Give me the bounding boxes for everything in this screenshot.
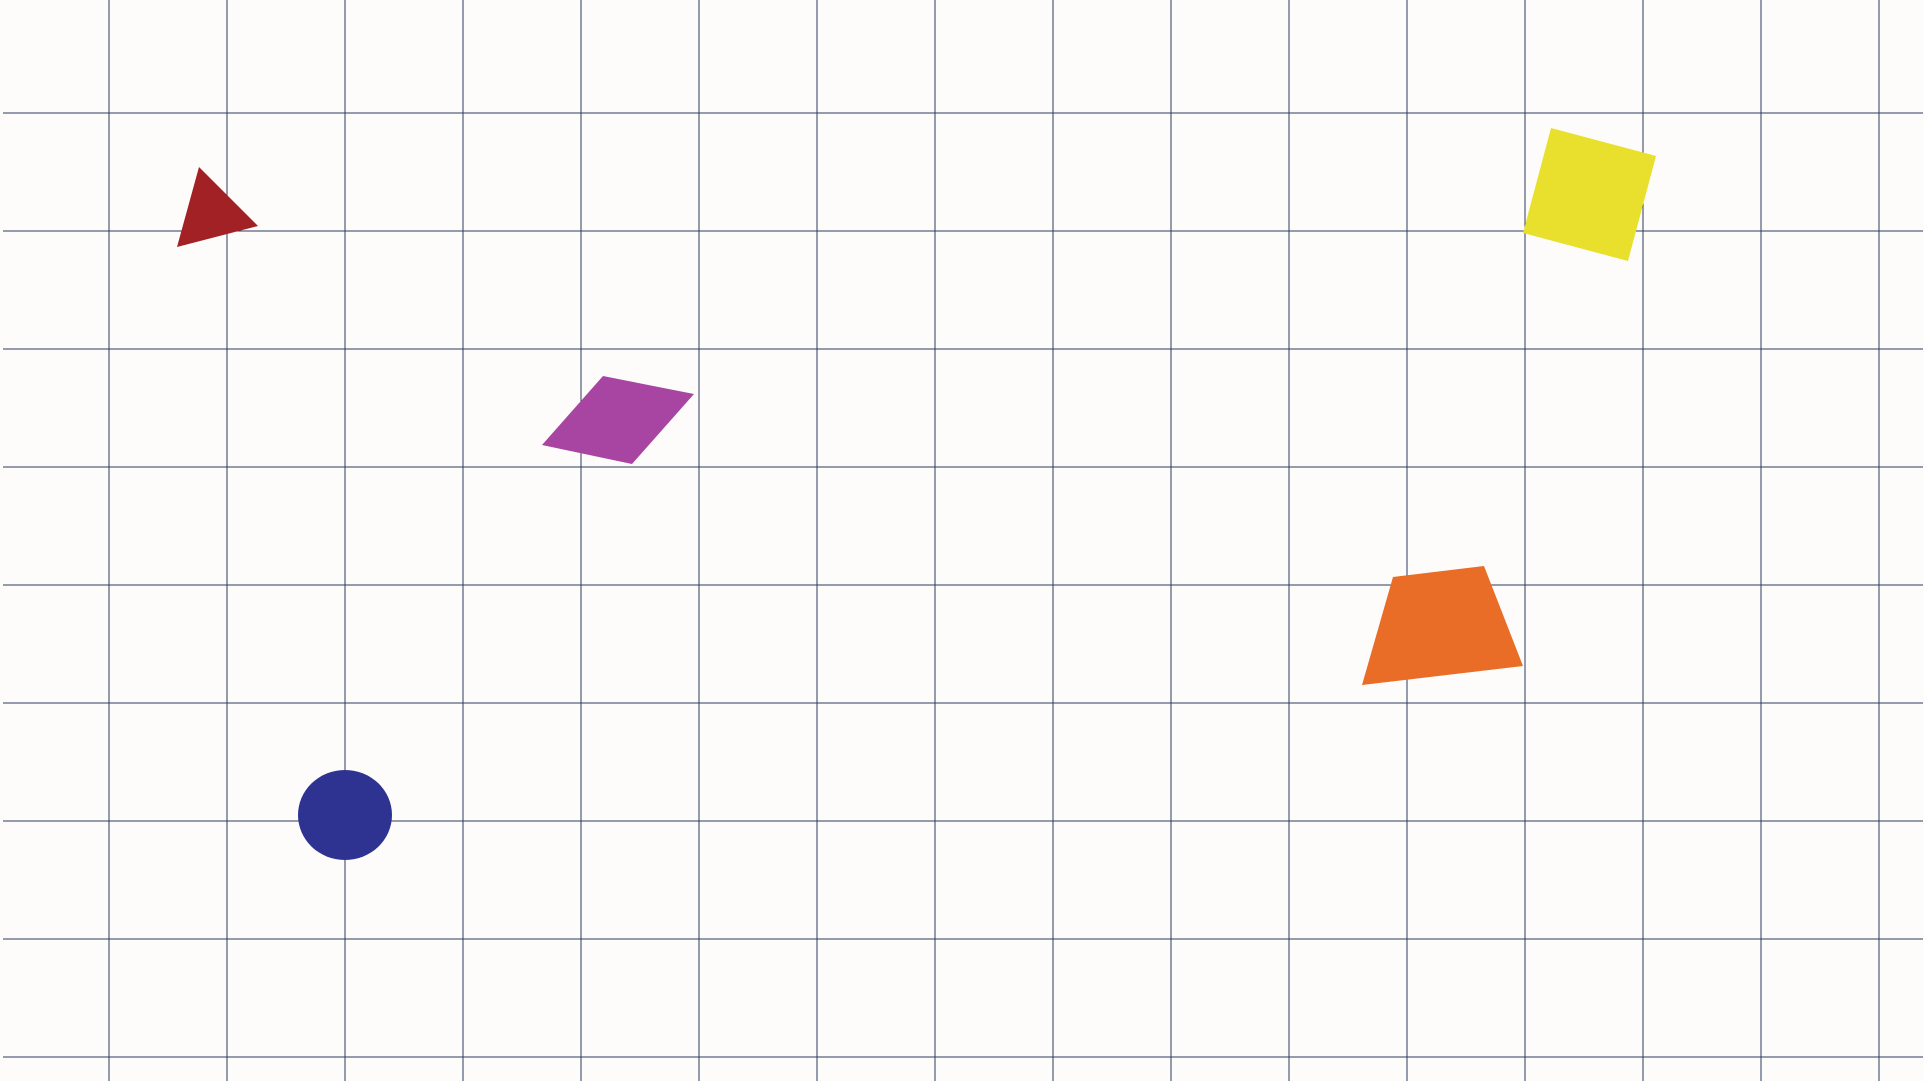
blue-circle	[298, 770, 392, 860]
